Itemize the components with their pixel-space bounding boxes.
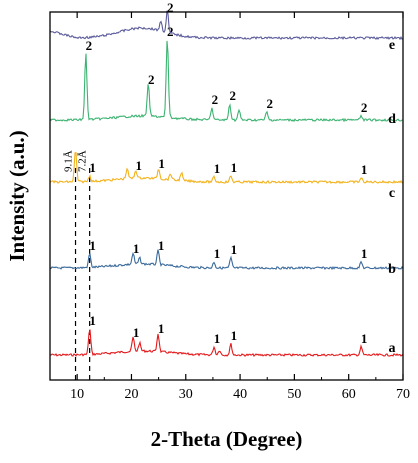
peak-label: 1 [133, 325, 140, 340]
peak-label: 1 [231, 328, 238, 343]
x-axis-title: 2-Theta (Degree) [151, 427, 303, 451]
peak-label: 1 [89, 238, 96, 253]
peak-label: 2 [212, 92, 219, 107]
peak-label: 1 [158, 238, 165, 253]
peak-label: 2 [361, 100, 368, 115]
plot-frame [49, 11, 404, 381]
peak-label: 2 [148, 72, 155, 87]
peak-label: 2 [167, 0, 174, 15]
series-line-d [49, 40, 404, 123]
peak-label: 2 [86, 38, 93, 53]
x-tick-label: 10 [70, 387, 84, 402]
peak-label: 2 [266, 96, 273, 111]
series-label-e: e [389, 38, 395, 53]
series-line-c [49, 151, 404, 185]
series-label-c: c [389, 186, 395, 201]
peak-label: 1 [231, 242, 238, 257]
peak-label: 1 [361, 162, 368, 177]
x-tick-label: 60 [342, 387, 356, 402]
peak-label: 1 [214, 331, 221, 346]
peak-label: 1 [136, 158, 143, 173]
series-label-a: a [389, 341, 396, 356]
peak-label: 1 [158, 156, 165, 171]
series-line-a [49, 329, 404, 357]
peak-label: 2 [230, 88, 237, 103]
axes: 10 20 30 40 50 60 70 [49, 11, 410, 402]
series-line-e [49, 10, 404, 41]
peak-label: 1 [89, 313, 96, 328]
peak-label: 1 [133, 241, 140, 256]
peak-label: 1 [214, 161, 221, 176]
x-tick-label: 40 [233, 387, 247, 402]
series-label-b: b [388, 262, 396, 277]
annotation-91: 9.1Å [63, 150, 75, 172]
annotation-72: 7.2Å [77, 150, 89, 172]
peak-label: 1 [158, 321, 165, 336]
series-line-b [50, 249, 404, 271]
peak-label: 1 [89, 160, 96, 175]
x-tick-label: 50 [287, 387, 301, 402]
peak-label: 1 [361, 246, 368, 261]
series-label-d: d [388, 112, 396, 127]
y-axis-title: Intensity (a.u.) [5, 130, 29, 261]
x-tick-label: 20 [124, 387, 138, 402]
peak-label: 1 [214, 246, 221, 261]
x-tick-label: 30 [179, 387, 193, 402]
peak-label: 1 [231, 160, 238, 175]
x-tick-label: 70 [396, 387, 410, 402]
peak-label: 1 [361, 331, 368, 346]
